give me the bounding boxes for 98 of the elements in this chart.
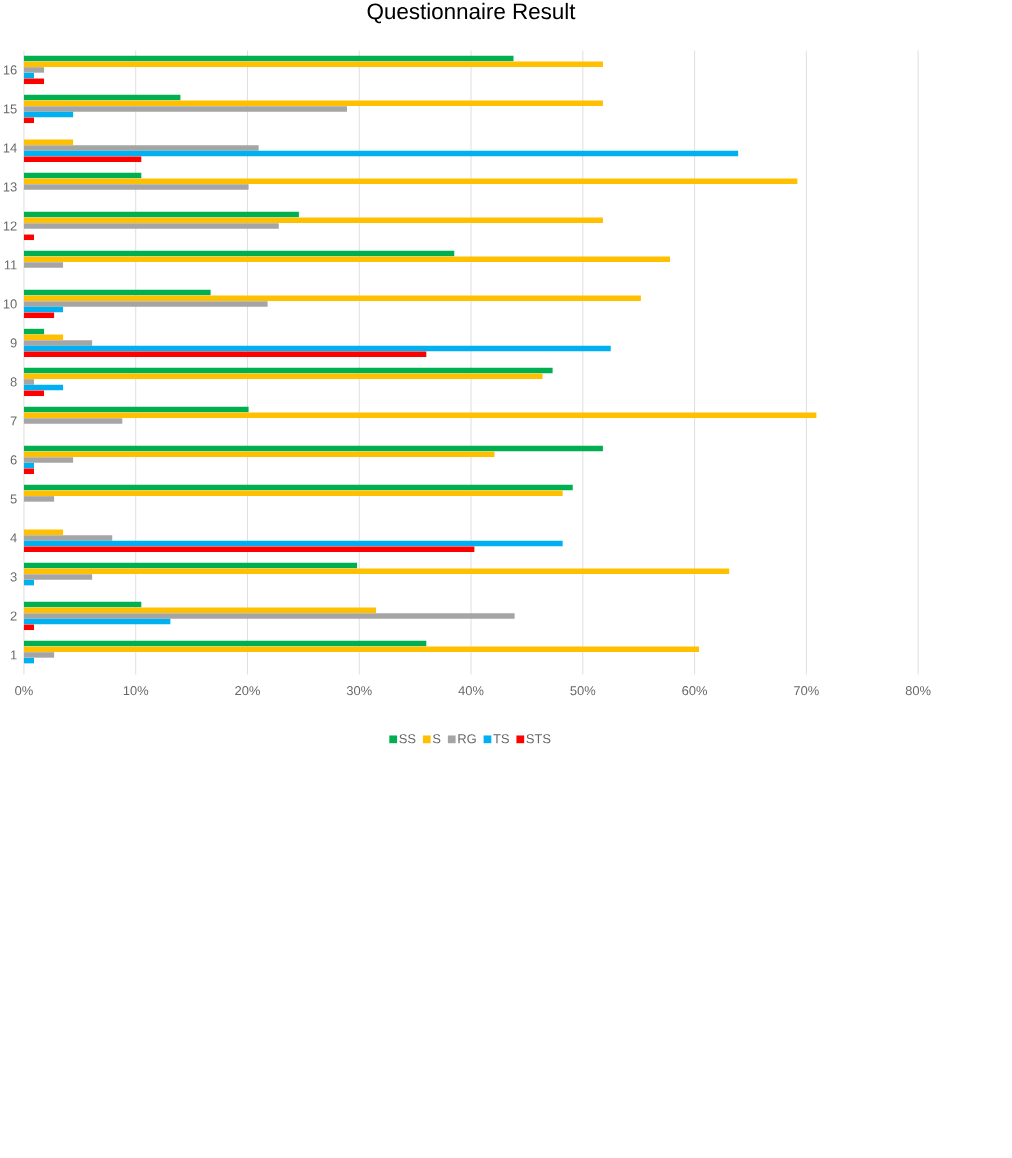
legend-label: S: [432, 734, 441, 744]
bar: [23, 418, 123, 424]
bar: [23, 100, 603, 107]
bar: [23, 223, 279, 229]
x-tick-label: 40%: [458, 686, 484, 696]
bar: [23, 373, 543, 379]
bar: [23, 367, 553, 374]
bar: [23, 301, 268, 307]
bar: [23, 562, 357, 569]
bar: [23, 172, 142, 179]
bar: [23, 256, 670, 263]
y-tick-label: 8: [10, 377, 17, 387]
y-tick-label: 6: [10, 455, 17, 465]
bar: [23, 111, 73, 118]
x-tick-label: 0%: [14, 686, 33, 696]
bar: [23, 451, 495, 457]
bar: [23, 640, 427, 647]
bar: [23, 150, 738, 157]
y-tick-label: 16: [3, 65, 17, 75]
y-tick-label: 3: [10, 572, 17, 582]
bar: [23, 289, 211, 296]
y-tick-label: 12: [3, 221, 17, 231]
x-tick-label: 60%: [682, 686, 707, 696]
bar: [23, 234, 34, 241]
bar: [23, 72, 34, 79]
bar: [23, 306, 63, 313]
bar: [23, 601, 142, 608]
bar: [23, 568, 730, 574]
bar: [23, 217, 603, 224]
y-tick-label: 9: [10, 338, 17, 348]
bar: [23, 61, 603, 68]
bar: [23, 340, 92, 346]
x-tick-label: 80%: [905, 686, 931, 696]
bar: [23, 211, 299, 218]
bar: [23, 379, 34, 385]
bar: [23, 345, 611, 352]
bar: [23, 540, 563, 547]
bar: [23, 312, 54, 319]
chart-title: Questionnaire Result: [367, 2, 576, 24]
bar: [23, 468, 34, 475]
legend-label: RG: [458, 734, 476, 744]
legend-label: TS: [493, 734, 509, 744]
bar: [23, 106, 347, 112]
x-tick-label: 20%: [235, 686, 260, 696]
bar: [23, 250, 455, 257]
legend-label: STS: [526, 734, 551, 744]
bar: [23, 334, 63, 340]
bar: [23, 145, 259, 151]
bar: [23, 657, 34, 664]
y-tick-label: 5: [10, 494, 17, 504]
y-tick-label: 11: [4, 260, 17, 270]
bar: [23, 351, 427, 358]
bar: [23, 646, 699, 652]
bar: [23, 78, 44, 85]
bar: [23, 156, 142, 163]
bar: [23, 262, 63, 268]
x-tick-label: 30%: [346, 686, 372, 696]
y-tick-label: 14: [3, 143, 17, 153]
bar: [23, 94, 181, 101]
bar: [23, 67, 44, 73]
bar: [23, 328, 44, 335]
x-tick-label: 70%: [793, 686, 819, 696]
bar: [23, 624, 34, 631]
bar: [23, 529, 63, 535]
bar: [23, 295, 641, 301]
y-tick-label: 13: [3, 182, 17, 192]
bar: [23, 139, 73, 146]
bar: [23, 55, 514, 62]
bar: [23, 579, 34, 586]
y-tick-label: 15: [3, 104, 17, 114]
bar: [23, 618, 171, 625]
bar: [23, 412, 817, 418]
bar: [23, 535, 113, 541]
bar: [23, 484, 573, 491]
x-tick-label: 50%: [570, 686, 596, 696]
bar: [23, 546, 475, 553]
bar: [23, 496, 54, 502]
bar: [23, 574, 92, 580]
bar: [23, 445, 603, 452]
bar: [23, 457, 73, 463]
bar: [23, 117, 34, 124]
legend-label: SS: [399, 734, 416, 744]
bar: [23, 490, 563, 496]
bar: [23, 384, 63, 391]
y-tick-label: 2: [10, 611, 17, 621]
bar: [23, 607, 376, 613]
x-tick-label: 10%: [123, 686, 148, 696]
bar: [23, 178, 798, 185]
y-tick-label: 4: [10, 533, 17, 543]
y-tick-label: 1: [10, 650, 17, 660]
bar: [23, 390, 44, 397]
bar: [23, 462, 34, 469]
bar: [23, 184, 249, 190]
bar: [23, 652, 54, 658]
bar: [23, 613, 515, 619]
y-tick-label: 7: [10, 416, 17, 426]
y-tick-label: 10: [3, 299, 17, 309]
bar: [23, 406, 249, 413]
